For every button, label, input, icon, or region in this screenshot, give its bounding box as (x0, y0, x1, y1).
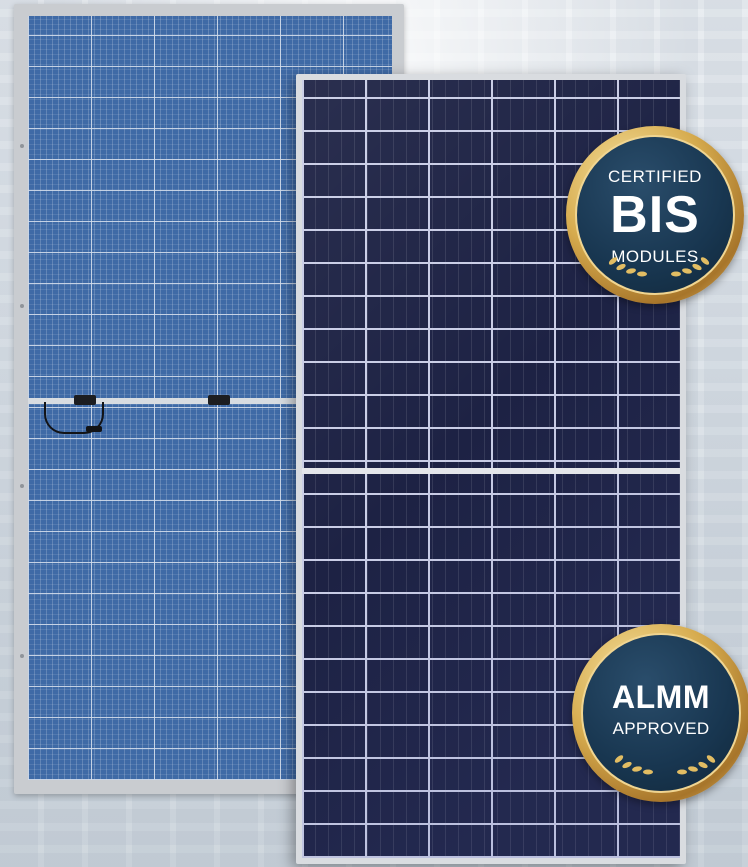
almm-badge-main-text: ALMM (612, 679, 710, 715)
bis-certified-badge: CERTIFIED BIS MODULES (566, 126, 744, 304)
bis-badge-bottom-text: MODULES (611, 247, 699, 266)
bis-badge-inner: CERTIFIED BIS MODULES (575, 135, 735, 295)
junction-box-left (74, 395, 96, 405)
mounting-hole (20, 654, 24, 658)
almm-badge-inner: ALMM APPROVED (581, 633, 741, 793)
laurel-wreath-icon (614, 755, 716, 775)
junction-box-right (208, 395, 230, 405)
bis-badge-main-text: BIS (610, 186, 700, 244)
mounting-hole (20, 304, 24, 308)
mounting-hole (20, 484, 24, 488)
front-panel-divider (302, 468, 680, 474)
cable-icon (44, 402, 104, 434)
almm-approved-badge: ALMM APPROVED (572, 624, 748, 802)
almm-badge-bottom-text: APPROVED (612, 719, 710, 738)
laurel-wreath-icon (608, 257, 710, 277)
connector-icon (86, 426, 102, 432)
mounting-hole (20, 144, 24, 148)
bis-badge-top-text: CERTIFIED (608, 167, 702, 186)
